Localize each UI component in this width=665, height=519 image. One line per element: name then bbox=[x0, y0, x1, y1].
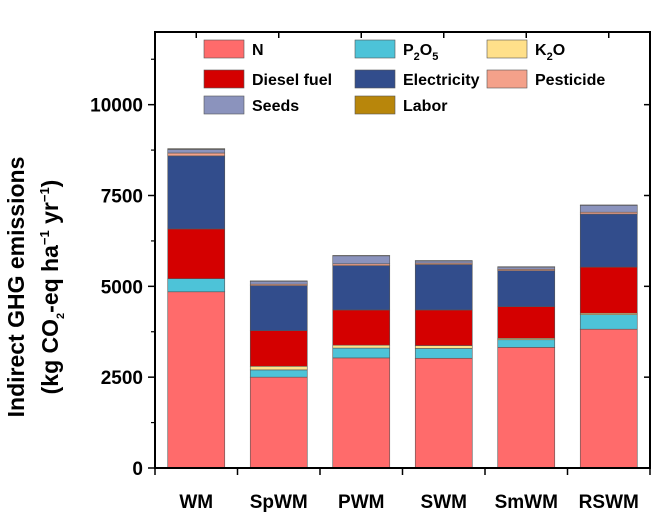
plot-frame bbox=[154, 31, 651, 469]
legend-label-pesticide: Pesticide bbox=[535, 72, 605, 89]
y-axis-title: Indirect GHG emissions (kg CO2-eq ha−1 y… bbox=[3, 157, 67, 418]
bar-segment-swm-p2o5 bbox=[414, 348, 473, 359]
legend-swatch-electricity bbox=[354, 69, 396, 89]
legend-item-n: N bbox=[203, 39, 264, 59]
bar-segment-rswm-electricity bbox=[579, 213, 638, 268]
bar-segment-wm-n bbox=[167, 291, 226, 469]
y-tick-label-5000: 5000 bbox=[101, 277, 143, 298]
legend-swatch-seeds bbox=[203, 95, 245, 115]
x-tick-label-smwm: SmWM bbox=[495, 492, 558, 513]
bar-segment-spwm-diesel-fuel bbox=[249, 330, 308, 367]
legend-label-n: N bbox=[252, 42, 264, 59]
bar-segment-swm-electricity bbox=[414, 264, 473, 311]
legend-label-diesel-fuel: Diesel fuel bbox=[252, 72, 332, 89]
legend-swatch-n bbox=[203, 39, 245, 59]
y-tick-label-10000: 10000 bbox=[90, 96, 143, 117]
x-tick-label-wm: WM bbox=[179, 492, 213, 513]
legend-item-labor: Labor bbox=[354, 95, 447, 115]
bar-segment-wm-diesel-fuel bbox=[167, 228, 226, 280]
y-tick-label-7500: 7500 bbox=[101, 187, 143, 208]
legend-item-pesticide: Pesticide bbox=[486, 69, 605, 89]
legend-item-electricity: Electricity bbox=[354, 69, 480, 89]
legend-item-seeds: Seeds bbox=[203, 95, 299, 115]
bar-stack-swm bbox=[414, 260, 473, 469]
bar-segment-wm-labor bbox=[167, 148, 226, 150]
bar-segment-spwm-k2o bbox=[249, 365, 308, 371]
legend-label-k2o: K2O bbox=[535, 42, 565, 63]
x-tick-label-spwm: SpWM bbox=[250, 492, 308, 513]
bar-segment-swm-n bbox=[414, 357, 473, 469]
legend-label-p2o5: P2O5 bbox=[403, 42, 438, 63]
bar-segment-spwm-n bbox=[249, 376, 308, 469]
legend-label-seeds: Seeds bbox=[252, 98, 299, 115]
bar-segment-rswm-diesel-fuel bbox=[579, 266, 638, 314]
bar-segment-swm-seeds bbox=[414, 260, 473, 264]
y-axis-title-line1: Indirect GHG emissions bbox=[3, 157, 29, 418]
x-tick-label-swm: SWM bbox=[421, 492, 467, 513]
bar-segment-smwm-seeds bbox=[497, 266, 556, 270]
bar-segment-rswm-seeds bbox=[579, 205, 638, 213]
axes-layer: WM SpWM PWM SWM SmWM RSWM 0 2500 5000 7500 10000 bbox=[90, 31, 651, 513]
legend-label-labor: Labor bbox=[403, 98, 447, 115]
legend-swatch-p2o5 bbox=[354, 39, 396, 59]
y-tick-label-0: 0 bbox=[132, 459, 143, 480]
bar-segment-spwm-electricity bbox=[249, 285, 308, 331]
bar-segment-pwm-seeds bbox=[332, 255, 391, 265]
bar-segment-wm-pesticide bbox=[167, 152, 226, 157]
bar-stack-smwm bbox=[497, 266, 556, 469]
legend: N P2O5 K2O Diesel fuel Electricity Pesticide S… bbox=[203, 39, 605, 115]
legend-swatch-diesel-fuel bbox=[203, 69, 245, 89]
legend-item-p2o5: P2O5 bbox=[354, 39, 438, 63]
bar-stack-rswm bbox=[579, 204, 638, 469]
legend-item-k2o: K2O bbox=[486, 39, 565, 63]
y-axis-title-line2: (kg CO2-eq ha−1 yr−1) bbox=[37, 180, 67, 395]
bar-segment-pwm-p2o5 bbox=[332, 347, 391, 359]
bar-segment-spwm-p2o5 bbox=[249, 369, 308, 378]
bar-segment-smwm-n bbox=[497, 347, 556, 469]
bars-layer bbox=[167, 148, 638, 469]
bar-segment-wm-seeds bbox=[167, 149, 226, 154]
legend-item-diesel-fuel: Diesel fuel bbox=[203, 69, 332, 89]
bar-segment-swm-diesel-fuel bbox=[414, 309, 473, 346]
bar-stack-spwm bbox=[249, 280, 308, 469]
x-tick-label-rswm: RSWM bbox=[579, 492, 639, 513]
legend-label-electricity: Electricity bbox=[403, 72, 480, 89]
bar-segment-pwm-diesel-fuel bbox=[332, 309, 391, 346]
bar-segment-spwm-seeds bbox=[249, 280, 308, 285]
legend-swatch-labor bbox=[354, 95, 396, 115]
y-tick-label-2500: 2500 bbox=[101, 368, 143, 389]
legend-swatch-k2o bbox=[486, 39, 528, 59]
bar-segment-smwm-electricity bbox=[497, 270, 556, 307]
bar-stack-wm bbox=[167, 148, 226, 469]
legend-swatch-pesticide bbox=[486, 69, 528, 89]
bar-segment-pwm-n bbox=[332, 357, 391, 469]
bar-segment-smwm-p2o5 bbox=[497, 339, 556, 348]
x-tick-label-pwm: PWM bbox=[338, 492, 384, 513]
bar-segment-swm-k2o bbox=[414, 345, 473, 349]
bar-segment-pwm-electricity bbox=[332, 265, 391, 311]
bar-stack-pwm bbox=[332, 255, 391, 469]
bar-segment-rswm-p2o5 bbox=[579, 314, 638, 330]
bar-segment-smwm-diesel-fuel bbox=[497, 306, 556, 339]
bar-segment-wm-p2o5 bbox=[167, 278, 226, 293]
bar-segment-pwm-k2o bbox=[332, 344, 391, 349]
bar-segment-wm-electricity bbox=[167, 155, 226, 230]
bar-segment-rswm-n bbox=[579, 328, 638, 469]
